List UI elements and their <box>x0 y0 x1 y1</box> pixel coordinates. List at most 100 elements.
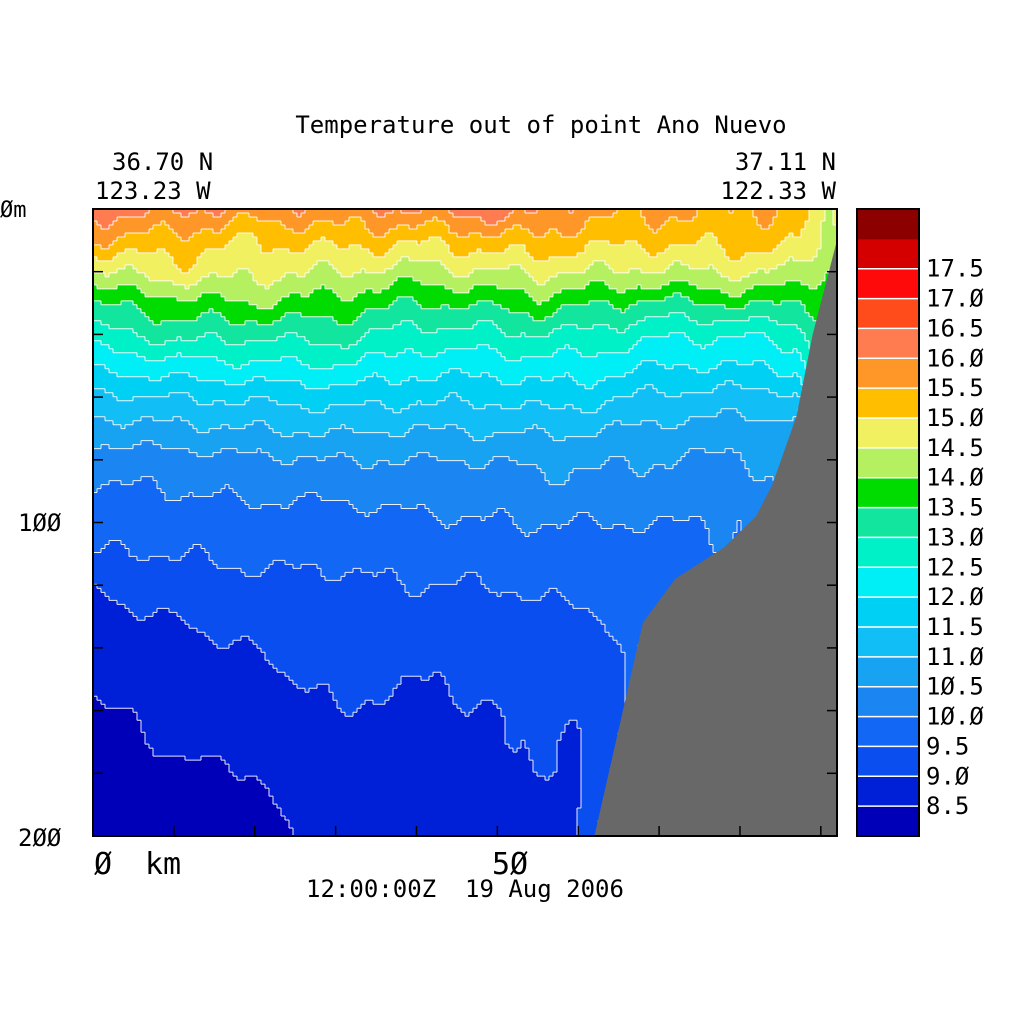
temperature-cell <box>769 233 774 238</box>
temperature-cell <box>677 233 682 238</box>
temperature-cell <box>333 253 338 258</box>
temperature-cell <box>741 257 746 262</box>
temperature-cell <box>157 289 162 294</box>
temperature-cell <box>741 249 746 254</box>
temperature-cell <box>629 221 634 226</box>
temperature-cell <box>689 237 694 242</box>
temperature-cell <box>589 285 594 290</box>
temperature-cell <box>153 257 158 262</box>
temperature-cell <box>321 305 326 310</box>
temperature-cell <box>141 225 146 230</box>
temperature-cell <box>285 257 290 262</box>
temperature-cell <box>261 273 266 278</box>
temperature-cell <box>229 281 234 286</box>
temperature-cell <box>177 313 182 318</box>
temperature-cell <box>501 245 506 250</box>
temperature-cell <box>317 273 322 278</box>
temperature-cell <box>169 285 174 290</box>
temperature-cell <box>313 293 318 298</box>
temperature-cell <box>385 213 390 218</box>
temperature-cell <box>717 281 722 286</box>
temperature-cell <box>681 273 686 278</box>
temperature-cell <box>357 225 362 230</box>
temperature-cell <box>313 241 318 246</box>
temperature-cell <box>285 297 290 302</box>
temperature-cell <box>257 213 262 218</box>
temperature-cell <box>605 229 610 234</box>
temperature-cell <box>653 245 658 250</box>
temperature-cell <box>429 301 434 306</box>
temperature-cell <box>189 217 194 222</box>
temperature-cell <box>577 281 582 286</box>
temperature-cell <box>189 261 194 266</box>
temperature-cell <box>681 265 686 270</box>
temperature-cell <box>701 237 706 242</box>
temperature-cell <box>805 269 810 274</box>
temperature-cell <box>385 277 390 282</box>
temperature-cell <box>541 313 546 318</box>
temperature-cell <box>121 253 126 258</box>
temperature-cell <box>477 253 482 258</box>
temperature-cell <box>201 281 206 286</box>
temperature-cell <box>253 245 258 250</box>
temperature-cell <box>793 261 798 266</box>
temperature-cell <box>457 309 462 314</box>
temperature-cell <box>597 241 602 246</box>
temperature-cell <box>769 253 774 258</box>
temperature-cell <box>509 277 514 282</box>
temperature-cell <box>785 285 790 290</box>
temperature-cell <box>425 213 430 218</box>
temperature-cell <box>301 301 306 306</box>
temperature-cell <box>481 229 486 234</box>
temperature-cell <box>113 249 118 254</box>
temperature-cell <box>729 269 734 274</box>
temperature-cell <box>237 261 242 266</box>
temperature-cell <box>349 301 354 306</box>
temperature-cell <box>717 261 722 266</box>
temperature-cell <box>805 245 810 250</box>
temperature-cell <box>349 225 354 230</box>
temperature-cell <box>201 241 206 246</box>
temperature-cell <box>289 305 294 310</box>
temperature-cell <box>693 245 698 250</box>
temperature-cell <box>769 273 774 278</box>
temperature-cell <box>777 245 782 250</box>
temperature-cell <box>693 253 698 258</box>
temperature-cell <box>493 305 498 310</box>
temperature-cell <box>357 297 362 302</box>
temperature-cell <box>785 221 790 226</box>
temperature-cell <box>173 289 178 294</box>
temperature-cell <box>445 289 450 294</box>
temperature-cell <box>497 309 502 314</box>
temperature-cell <box>505 293 510 298</box>
temperature-cell <box>109 265 114 270</box>
temperature-cell <box>713 225 718 230</box>
temperature-cell <box>293 305 298 310</box>
temperature-cell <box>193 293 198 298</box>
temperature-cell <box>397 309 402 314</box>
temperature-cell <box>141 245 146 250</box>
temperature-cell <box>189 285 194 290</box>
temperature-cell <box>225 257 230 262</box>
temperature-cell <box>617 273 622 278</box>
temperature-cell <box>629 249 634 254</box>
temperature-cell <box>777 277 782 282</box>
temperature-cell <box>333 261 338 266</box>
temperature-cell <box>493 293 498 298</box>
temperature-cell <box>665 229 670 234</box>
temperature-cell <box>265 309 270 314</box>
temperature-cell <box>509 297 514 302</box>
temperature-cell <box>153 229 158 234</box>
temperature-cell <box>297 269 302 274</box>
temperature-cell <box>221 213 226 218</box>
temperature-cell <box>513 293 518 298</box>
temperature-cell <box>613 301 618 306</box>
temperature-cell <box>449 245 454 250</box>
temperature-cell <box>537 249 542 254</box>
temperature-cell <box>597 301 602 306</box>
temperature-cell <box>601 289 606 294</box>
temperature-cell <box>333 309 338 314</box>
temperature-cell <box>585 245 590 250</box>
temperature-cell <box>653 261 658 266</box>
temperature-cell <box>113 317 118 322</box>
